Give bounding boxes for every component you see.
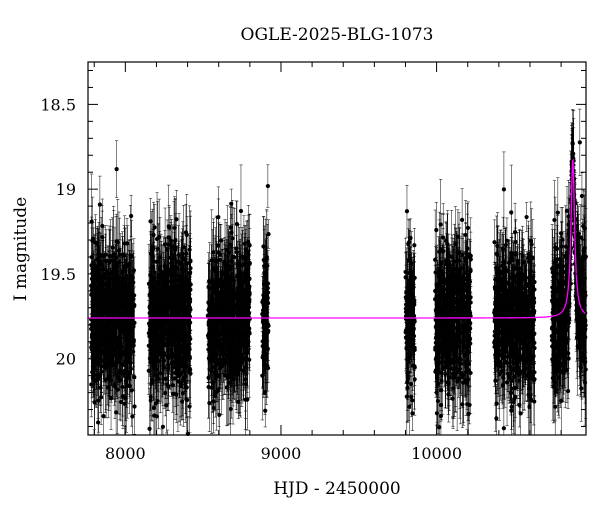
y-axis-label: I magnitude bbox=[11, 197, 31, 301]
data-point bbox=[263, 394, 268, 428]
data-point bbox=[114, 140, 119, 198]
y-tick-label: 18.5 bbox=[40, 95, 76, 114]
data-point bbox=[434, 202, 439, 258]
x-tick-label: 9000 bbox=[261, 444, 302, 463]
data-point bbox=[460, 380, 465, 428]
x-tick-label: 8000 bbox=[105, 444, 146, 463]
y-tick-label: 19 bbox=[56, 180, 76, 199]
data-point bbox=[565, 373, 571, 409]
data-point bbox=[509, 164, 514, 261]
y-tick-labels: 18.5 19 19.5 20 bbox=[40, 95, 76, 368]
x-tick-label: 10000 bbox=[411, 444, 462, 463]
data-points bbox=[89, 108, 588, 437]
data-point bbox=[501, 151, 507, 228]
x-tick-labels: 8000 9000 10000 bbox=[105, 444, 462, 463]
data-point bbox=[265, 164, 270, 208]
y-tick-label: 19.5 bbox=[40, 265, 76, 284]
data-point bbox=[577, 108, 582, 176]
x-axis-label: HJD - 2450000 bbox=[273, 479, 401, 499]
data-point bbox=[234, 200, 240, 248]
data-point bbox=[412, 228, 417, 263]
y-tick-label: 20 bbox=[56, 350, 76, 369]
data-point bbox=[129, 194, 134, 238]
chart-title: OGLE-2025-BLG-1073 bbox=[241, 25, 434, 45]
data-point bbox=[89, 173, 94, 270]
